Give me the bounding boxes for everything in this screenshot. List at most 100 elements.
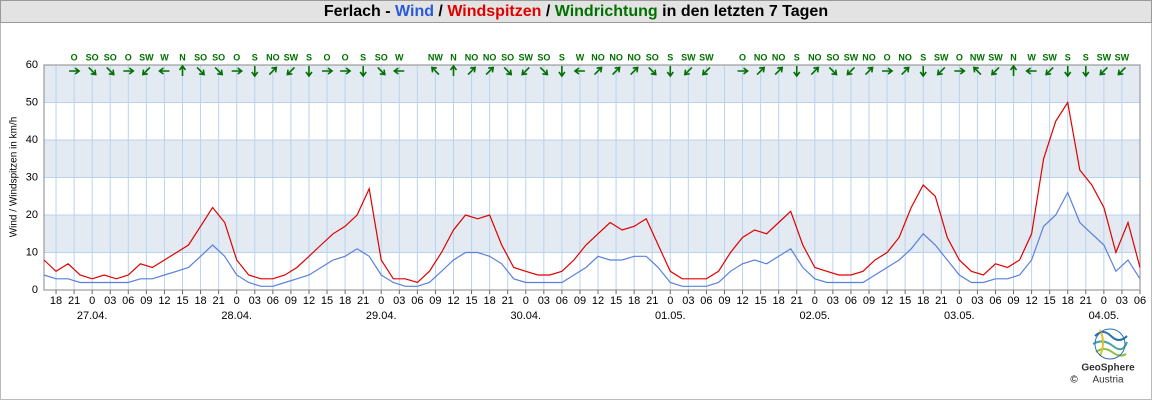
direction-label: S [667, 52, 673, 62]
direction-arrow [88, 66, 97, 76]
x-date-label: 03.05. [944, 310, 975, 322]
x-tick-label: 12 [158, 295, 170, 307]
direction-arrow [467, 66, 477, 76]
x-tick-label: 0 [812, 295, 818, 307]
x-tick-label: 09 [1007, 295, 1019, 307]
direction-arrow [1009, 64, 1018, 76]
x-tick-label: 0 [378, 295, 384, 307]
x-tick-label: 15 [899, 295, 911, 307]
direction-arrow [882, 67, 894, 75]
direction-arrow [305, 66, 313, 78]
direction-label: SW [284, 52, 299, 62]
series-line [43, 100, 1141, 284]
x-tick-label: 21 [68, 295, 80, 307]
x-tick-label: 21 [502, 295, 514, 307]
x-tick-label: 21 [213, 295, 225, 307]
direction-label: SO [212, 52, 225, 62]
title-part: Ferlach - [324, 3, 395, 20]
direction-arrow [268, 66, 278, 76]
x-tick-label: 0 [234, 295, 240, 307]
x-tick-label: 03 [393, 295, 405, 307]
direction-label: W [160, 52, 169, 62]
direction-arrow [1025, 67, 1037, 75]
direction-label: SO [86, 52, 99, 62]
direction-arrow [558, 66, 566, 78]
x-tick-label: 09 [574, 295, 586, 307]
x-date-label: 02.05. [800, 310, 831, 322]
direction-label: O [233, 52, 240, 62]
direction-label: SW [1097, 52, 1112, 62]
direction-label: O [125, 52, 132, 62]
direction-label: S [306, 52, 312, 62]
direction-label: SW [988, 52, 1003, 62]
chart-title: Ferlach - Wind / Windspitzen / Windricht… [324, 3, 828, 20]
x-tick-label: 06 [1134, 295, 1146, 307]
x-tick-label: 12 [303, 295, 315, 307]
x-tick-label: 18 [773, 295, 785, 307]
direction-label: S [794, 52, 800, 62]
x-tick-label: 0 [523, 295, 529, 307]
x-tick-label: 12 [881, 295, 893, 307]
direction-arrow [340, 67, 352, 75]
logo-sub: Austria [1092, 375, 1124, 386]
x-tick-label: 18 [628, 295, 640, 307]
direction-arrow [864, 66, 874, 76]
x-date-label: 27.04. [77, 310, 108, 322]
x-date-label: 29.04. [366, 310, 397, 322]
x-tick-label: 06 [700, 295, 712, 307]
y-tick-label: 30 [26, 171, 38, 183]
direction-label: NO [465, 52, 479, 62]
x-tick-label: 03 [827, 295, 839, 307]
plot-border [43, 64, 1141, 291]
direction-arrow [972, 66, 982, 76]
direction-label: SO [537, 52, 550, 62]
title-part: Wind [395, 3, 434, 20]
x-tick-label: 15 [610, 295, 622, 307]
x-tick-label: 15 [1044, 295, 1056, 307]
direction-label: SW [1042, 52, 1057, 62]
x-tick-label: 15 [754, 295, 766, 307]
title-part: in den letzten 7 Tagen [658, 3, 828, 20]
direction-arrow [793, 66, 801, 78]
direction-arrow [214, 66, 224, 76]
x-tick-label: 03 [538, 295, 550, 307]
direction-arrow [593, 66, 603, 76]
direction-label: NO [808, 52, 822, 62]
direction-label: S [1065, 52, 1071, 62]
direction-arrow [178, 64, 187, 76]
direction-arrow [521, 66, 530, 76]
direction-label: NW [970, 52, 985, 62]
x-tick-label: 21 [1080, 295, 1092, 307]
y-tick-label: 10 [26, 246, 38, 258]
direction-arrow [485, 66, 495, 76]
title-part: Windrichtung [555, 3, 658, 20]
x-tick-label: 18 [194, 295, 206, 307]
direction-arrow [954, 67, 966, 75]
x-date-label: 01.05. [655, 310, 686, 322]
direction-arrow [936, 66, 946, 76]
x-tick-label: 03 [682, 295, 694, 307]
x-tick-label: 03 [104, 295, 116, 307]
direction-label: S [252, 52, 258, 62]
x-tick-label: 0 [956, 295, 962, 307]
direction-label: O [324, 52, 331, 62]
grid-band [44, 65, 1140, 103]
direction-arrow [828, 66, 838, 76]
x-tick-label: 0 [1101, 295, 1107, 307]
grid-band [44, 140, 1140, 178]
direction-label: NO [627, 52, 641, 62]
direction-label: S [920, 52, 926, 62]
direction-arrow [286, 66, 296, 76]
direction-arrow [630, 66, 639, 76]
direction-arrow [231, 67, 244, 75]
x-tick-label: 18 [339, 295, 351, 307]
y-tick-label: 0 [32, 284, 38, 296]
direction-label: NO [772, 52, 786, 62]
x-tick-label: 12 [592, 295, 604, 307]
x-date-label: 28.04. [221, 310, 252, 322]
x-tick-label: 06 [411, 295, 423, 307]
direction-label: O [884, 52, 891, 62]
x-tick-label: 03 [249, 295, 261, 307]
title-part: / [434, 3, 447, 20]
